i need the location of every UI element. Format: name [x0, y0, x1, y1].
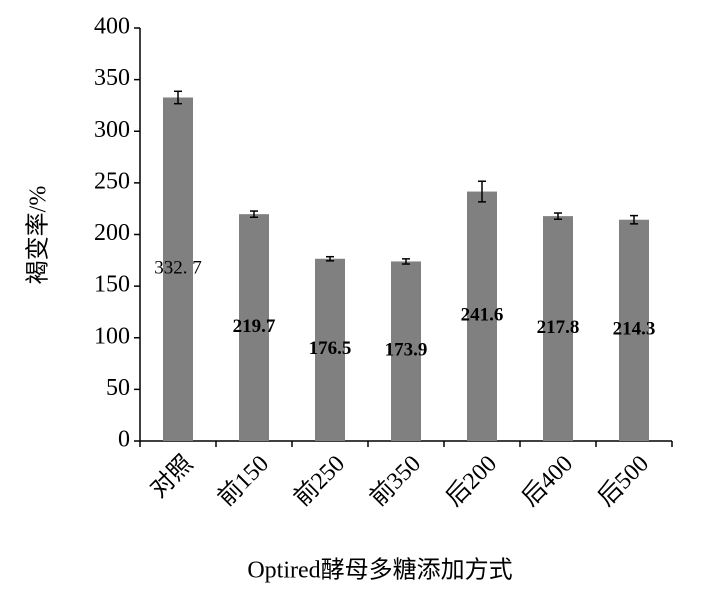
y-tick-label: 200 [94, 220, 130, 246]
value-label: 173.9 [385, 340, 428, 361]
x-tick-label: 前150 [213, 450, 275, 512]
x-axis-title: Optired酵母多糖添加方式 [247, 557, 512, 584]
value-label: 214.3 [613, 319, 656, 340]
x-tick-label: 前250 [289, 450, 351, 512]
bar [543, 216, 573, 441]
y-tick-label: 100 [94, 323, 130, 349]
x-tick-label: 对照 [145, 450, 198, 503]
bar [239, 214, 269, 441]
y-tick-label: 50 [106, 375, 130, 401]
y-tick-label: 0 [118, 427, 130, 453]
x-tick-label: 后400 [517, 450, 579, 512]
x-tick-label: 后200 [441, 450, 503, 512]
bar [467, 191, 497, 441]
y-axis-title: 褐变率/% [25, 186, 52, 285]
x-tick-label: 前350 [365, 450, 427, 512]
x-tick-label: 后500 [593, 450, 655, 512]
y-tick-label: 300 [94, 117, 130, 143]
bar [315, 258, 345, 441]
value-label: 332. 7 [154, 258, 202, 279]
y-tick-label: 150 [94, 272, 130, 298]
bar [391, 261, 421, 441]
value-label: 241.6 [461, 305, 504, 326]
y-tick-label: 250 [94, 168, 130, 194]
bar [619, 219, 649, 441]
y-tick-label: 400 [94, 14, 130, 40]
value-label: 217.8 [537, 317, 580, 338]
bar [163, 97, 193, 442]
y-tick-label: 350 [94, 65, 130, 91]
value-label: 176.5 [309, 338, 352, 359]
value-label: 219.7 [233, 316, 276, 337]
